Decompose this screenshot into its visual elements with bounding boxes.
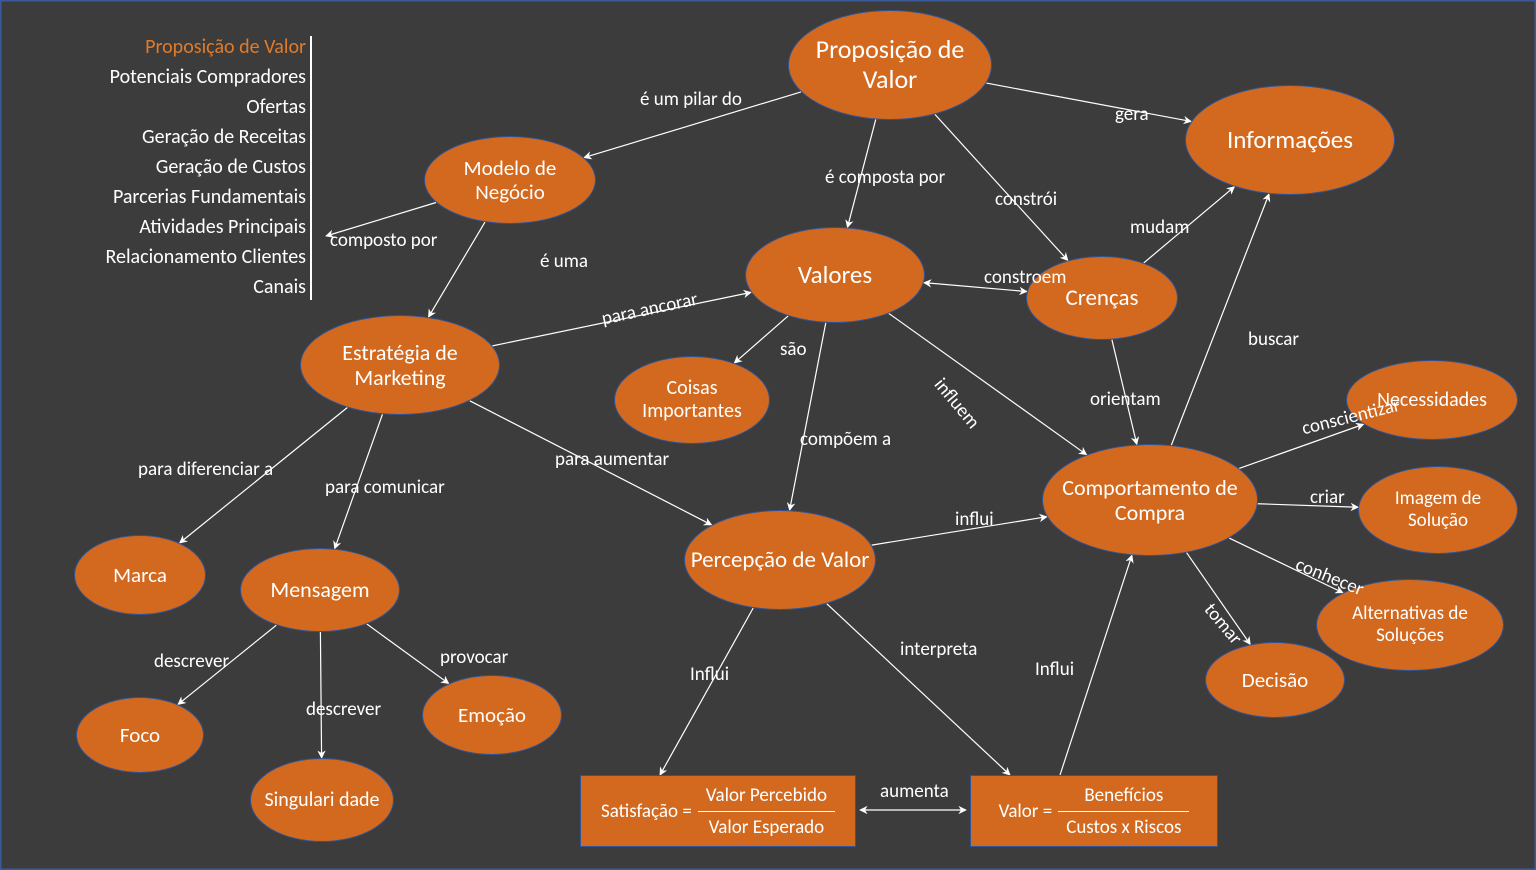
edge-line: [986, 83, 1191, 121]
edge-label: influi: [955, 510, 994, 531]
concept-map-canvas: Proposição de Valor Potenciais Comprador…: [0, 0, 1536, 870]
edge-label: tomar: [1199, 600, 1245, 650]
edge-line: [827, 604, 1010, 775]
edge-label: é composta por: [825, 168, 945, 189]
node-proposicao: Proposição de Valor: [788, 10, 992, 120]
node-percepcao: Percepção de Valor: [684, 510, 876, 610]
node-decisao: Decisão: [1205, 642, 1345, 718]
edge-label: interpreta: [900, 640, 977, 661]
edge-label: para aumentar: [555, 450, 669, 471]
node-valores: Valores: [745, 227, 925, 323]
node-label: Comportamento de Compra: [1047, 475, 1253, 526]
edge-label: descrever: [154, 652, 229, 673]
node-label: Percepção de Valor: [691, 547, 870, 573]
edge-label: Influi: [1035, 660, 1074, 681]
node-label: Estratégia de Marketing: [305, 340, 495, 391]
formula-bot: Custos x Riscos: [1058, 812, 1189, 839]
edge-label: provocar: [440, 648, 508, 669]
legend-list: Proposição de Valor Potenciais Comprador…: [48, 32, 306, 302]
node-label: Alternativas de Soluções: [1321, 603, 1499, 647]
node-label: Valores: [798, 261, 872, 290]
edge-line: [320, 632, 321, 758]
node-informacoes: Informações: [1185, 85, 1395, 195]
legend-item: Ofertas: [48, 92, 306, 122]
node-coisas: Coisas Importantes: [614, 356, 770, 444]
node-label: Proposição de Valor: [793, 35, 987, 95]
formula-lhs: Valor =: [999, 800, 1053, 823]
legend-item: Potenciais Compradores: [48, 62, 306, 92]
node-foco: Foco: [76, 697, 204, 773]
legend-item: Parcerias Fundamentais: [48, 182, 306, 212]
node-label: Singulari dade: [264, 789, 379, 812]
edge-label: composto por: [330, 231, 437, 252]
formula-top: Valor Percebido: [698, 784, 835, 812]
edge-label: para diferenciar a: [138, 460, 273, 481]
node-label: Emoção: [458, 703, 526, 727]
formula-satisfacao: Satisfação = Valor PercebidoValor Esperad…: [580, 775, 856, 847]
node-marca: Marca: [74, 535, 206, 615]
formula-lhs: Satisfação =: [601, 800, 692, 823]
edge-label: gera: [1115, 105, 1149, 126]
edge-line: [1239, 424, 1363, 468]
legend-item: Canais: [48, 272, 306, 302]
formula-fraction: BenefíciosCustos x Riscos: [1058, 784, 1189, 839]
edge-label: é um pilar do: [640, 90, 742, 111]
edge-label: para comunicar: [325, 478, 445, 499]
legend-accent-item: Proposição de Valor: [48, 32, 306, 62]
edge-line: [367, 624, 449, 684]
node-estrategia: Estratégia de Marketing: [300, 315, 500, 415]
legend-item: Atividades Principais: [48, 212, 306, 242]
formula-bot: Valor Esperado: [698, 812, 835, 839]
edge-label: buscar: [1248, 330, 1299, 351]
edge-label: influem: [929, 375, 983, 434]
node-modelo: Modelo de Negócio: [424, 136, 596, 224]
edge-label: para ancorar: [600, 290, 700, 331]
node-comportamento: Comportamento de Compra: [1042, 444, 1258, 556]
edge-line: [889, 313, 1087, 454]
edge-label: mudam: [1130, 218, 1189, 239]
edge-label: compõem a: [800, 430, 891, 451]
formula-top: Benefícios: [1058, 784, 1189, 812]
node-emocao: Emoção: [422, 675, 562, 755]
node-label: Imagem de Solução: [1363, 488, 1513, 532]
formula-valor: Valor =BenefíciosCustos x Riscos: [970, 775, 1218, 847]
edge-label: orientam: [1090, 390, 1161, 411]
edge-label: criar: [1310, 488, 1345, 509]
edge-label: são: [780, 340, 807, 361]
node-mensagem: Mensagem: [240, 548, 400, 632]
edge-label: Influi: [690, 665, 729, 686]
edge-label: constrói: [995, 190, 1057, 211]
legend-item: Relacionamento Clientes: [48, 242, 306, 272]
node-label: Crenças: [1065, 285, 1138, 311]
edge-label: é uma: [540, 252, 588, 273]
node-label: Foco: [120, 723, 160, 747]
node-singularidade: Singulari dade: [250, 758, 394, 842]
node-label: Modelo de Negócio: [429, 156, 591, 204]
edge-label: descrever: [306, 700, 381, 721]
node-label: Informações: [1227, 126, 1353, 155]
node-label: Marca: [113, 563, 167, 587]
edge-label: conhecer: [1292, 555, 1366, 601]
legend-separator: [310, 36, 312, 300]
edge-line: [660, 608, 753, 775]
node-imagem: Imagem de Solução: [1358, 466, 1518, 554]
node-label: Decisão: [1242, 668, 1308, 692]
node-label: Coisas Importantes: [619, 377, 765, 423]
edge-label: aumenta: [880, 782, 949, 803]
legend-item: Geração de Receitas: [48, 122, 306, 152]
formula-fraction: Valor PercebidoValor Esperado: [698, 784, 835, 839]
edge-label: constroem: [984, 268, 1066, 289]
node-label: Mensagem: [270, 577, 369, 602]
legend-item: Geração de Custos: [48, 152, 306, 182]
